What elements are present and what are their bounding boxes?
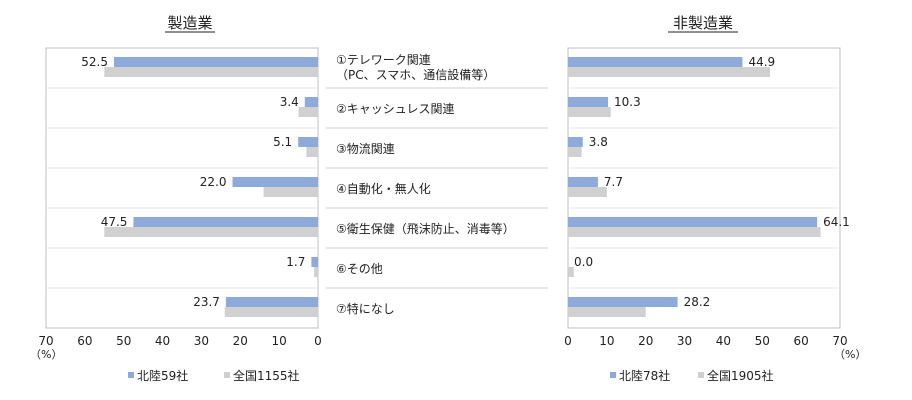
left-legend-swatch-national xyxy=(224,372,230,378)
right-tick-label: 70 xyxy=(832,334,847,348)
right-bar-national xyxy=(568,267,574,277)
left-bars: 52.5 3.4 5.1 22.0 47.5 1.7 23.7 xyxy=(81,55,319,317)
right-data-label: 3.8 xyxy=(589,135,608,149)
left-tick-label: 60 xyxy=(77,334,92,348)
right-bar-hokuriku xyxy=(568,297,678,307)
right-bars: 44.9 10.3 3.8 7.7 64.1 0.0 28.2 xyxy=(568,55,850,317)
left-data-label: 1.7 xyxy=(286,255,305,269)
right-bar-national xyxy=(568,147,582,157)
right-data-label: 44.9 xyxy=(748,55,775,69)
right-chart-title: 非製造業 xyxy=(673,14,733,32)
left-data-label: 23.7 xyxy=(193,295,220,309)
category-label: （PC、スマホ、通信設備等） xyxy=(336,67,495,82)
right-bar-national xyxy=(568,307,646,317)
left-bar-hokuriku xyxy=(311,257,318,267)
right-data-label: 0.0 xyxy=(574,255,593,269)
right-bar-hokuriku xyxy=(568,57,743,67)
category-labels: ①テレワーク関連（PC、スマホ、通信設備等） ②キャッシュレス関連 ③物流関連 ④自動… xyxy=(326,53,548,316)
left-bar-national xyxy=(224,307,318,317)
right-bar-national xyxy=(568,227,821,237)
left-bar-hokuriku xyxy=(304,97,318,107)
left-bar-hokuriku xyxy=(114,57,318,67)
category-label: ②キャッシュレス関連 xyxy=(336,102,455,116)
left-data-label: 3.4 xyxy=(280,95,299,109)
left-chart-title: 製造業 xyxy=(167,14,212,32)
left-bar-hokuriku xyxy=(133,217,318,227)
right-unit-label: （%） xyxy=(834,348,866,361)
left-tick-label: 70 xyxy=(38,334,53,348)
left-tick-label: 20 xyxy=(233,334,248,348)
left-bar-hokuriku xyxy=(298,137,318,147)
left-bar-hokuriku xyxy=(225,297,318,307)
category-label: ⑤衛生保健（飛沫防止、消毒等） xyxy=(336,221,515,236)
left-tick-labels: 70 60 50 40 30 20 10 0 xyxy=(38,334,321,348)
category-label: ③物流関連 xyxy=(336,142,395,156)
right-tick-label: 10 xyxy=(599,334,614,348)
right-legend-label-national: 全国1905社 xyxy=(707,368,774,383)
left-data-label: 52.5 xyxy=(81,55,108,69)
right-bar-hokuriku xyxy=(568,97,609,107)
right-data-label: 10.3 xyxy=(614,95,641,109)
left-bar-national xyxy=(104,227,319,237)
left-tick-label: 10 xyxy=(272,334,287,348)
right-legend-label-hokuriku: 北陸78社 xyxy=(619,368,670,383)
left-bar-national xyxy=(306,147,318,157)
right-gridlines xyxy=(568,87,840,289)
right-tick-label: 60 xyxy=(794,334,809,348)
right-data-label: 7.7 xyxy=(604,175,623,189)
right-tick-label: 0 xyxy=(564,334,572,348)
right-bar-hokuriku xyxy=(568,217,818,227)
left-bar-national xyxy=(104,67,319,77)
left-bar-hokuriku xyxy=(232,177,318,187)
right-tick-label: 40 xyxy=(716,334,731,348)
left-legend-label-national: 全国1155社 xyxy=(233,368,300,383)
category-label: ⑦特になし xyxy=(336,301,395,316)
left-data-label: 47.5 xyxy=(101,215,128,229)
left-tick-label: 40 xyxy=(155,334,170,348)
right-bar-national xyxy=(568,107,611,117)
category-label: ④自動化・無人化 xyxy=(336,181,431,196)
left-chart: 製造業 52.5 3.4 5.1 22.0 47.5 1.7 23.7 70 60 50 40 30… xyxy=(30,14,322,383)
left-legend-label-hokuriku: 北陸59社 xyxy=(137,368,188,383)
right-data-label: 64.1 xyxy=(823,215,850,229)
right-chart: 非製造業 44.9 10.3 3.8 7.7 64.1 0.0 28.2 0 10 20 30 40… xyxy=(564,14,866,383)
left-tick-label: 0 xyxy=(314,334,322,348)
left-bar-national xyxy=(263,187,318,197)
right-tick-label: 30 xyxy=(677,334,692,348)
left-legend-swatch-hokuriku xyxy=(128,372,134,378)
left-tick-label: 50 xyxy=(116,334,131,348)
right-data-label: 28.2 xyxy=(684,295,711,309)
left-tick-label: 30 xyxy=(194,334,209,348)
right-tick-label: 20 xyxy=(638,334,653,348)
right-bar-national xyxy=(568,187,607,197)
left-bar-national xyxy=(314,267,318,277)
right-legend-swatch-national xyxy=(698,372,704,378)
right-bar-national xyxy=(568,67,771,77)
category-label: ①テレワーク関連 xyxy=(336,53,431,67)
left-gridlines xyxy=(46,87,318,289)
right-legend: 北陸78社 全国1905社 xyxy=(610,368,774,383)
right-bar-hokuriku xyxy=(568,137,583,147)
left-legend: 北陸59社 全国1155社 xyxy=(128,368,300,383)
left-unit-label: （%） xyxy=(30,348,62,361)
right-bar-hokuriku xyxy=(568,177,598,187)
left-data-label: 5.1 xyxy=(273,135,292,149)
category-label: ⑥その他 xyxy=(336,262,383,276)
left-bar-national xyxy=(298,107,318,117)
left-data-label: 22.0 xyxy=(200,175,227,189)
right-legend-swatch-hokuriku xyxy=(610,372,616,378)
right-tick-label: 50 xyxy=(755,334,770,348)
right-tick-labels: 0 10 20 30 40 50 60 70 xyxy=(564,334,847,348)
